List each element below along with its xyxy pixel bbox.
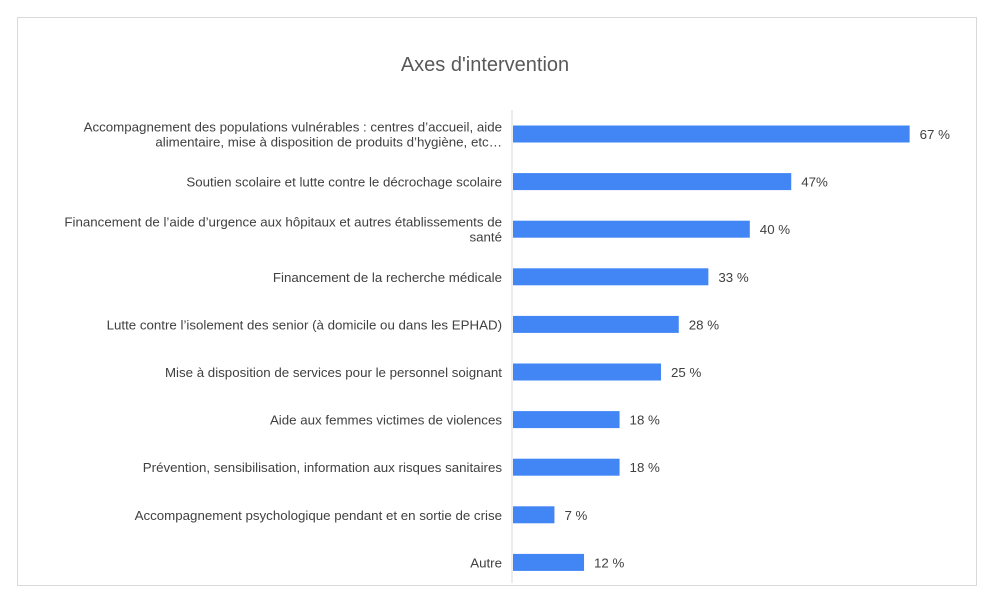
category-label-3-line-0: Financement de la recherche médicale [273, 270, 502, 285]
category-label-6-line-0: Aide aux femmes victimes de violences [270, 413, 502, 428]
category-label-4-line-0: Lutte contre l’isolement des senior (à d… [107, 317, 502, 332]
category-label-0-line-1: alimentaire, mise à disposition de produ… [155, 135, 502, 150]
chart-frame: Axes d'intervention 67 % Accompagnement d… [17, 17, 977, 586]
category-label-5-line-0: Mise à disposition de services pour le p… [165, 365, 502, 380]
bar-6 [513, 411, 620, 429]
bar-3 [513, 268, 709, 286]
category-label-9-line-0: Autre [470, 555, 502, 570]
category-label-2-line-1: santé [469, 230, 502, 245]
data-label-6: 18 % [630, 413, 660, 428]
chart-title: Axes d'intervention [401, 54, 569, 76]
data-label-4: 28 % [689, 317, 719, 332]
data-label-7: 18 % [630, 460, 660, 475]
data-label-3: 33 % [718, 270, 748, 285]
data-label-9: 12 % [594, 555, 624, 570]
category-label-1-line-0: Soutien scolaire et lutte contre le décr… [186, 175, 502, 190]
data-label-5: 25 % [671, 365, 701, 380]
category-label-8-line-0: Accompagnement psychologique pendant et … [135, 508, 502, 523]
category-label-8: Accompagnement psychologique pendant et … [135, 508, 502, 523]
category-label-9: Autre [470, 555, 502, 570]
category-label-5: Mise à disposition de services pour le p… [165, 365, 502, 380]
category-label-3: Financement de la recherche médicale [273, 270, 502, 285]
category-label-7-line-0: Prévention, sensibilisation, information… [143, 460, 503, 475]
bar-5 [513, 363, 661, 381]
category-label-1: Soutien scolaire et lutte contre le décr… [186, 175, 502, 190]
plot-area: 67 % Accompagnement des populations vulné… [64, 120, 950, 571]
bar-9 [513, 553, 585, 571]
bar-1 [513, 173, 792, 191]
bar-8 [513, 506, 555, 524]
bar-4 [513, 315, 679, 333]
category-label-2: Financement de l’aide d’urgence aux hôpi… [64, 215, 502, 245]
category-label-0-line-0: Accompagnement des populations vulnérabl… [84, 120, 502, 135]
bar-0 [513, 125, 910, 143]
data-label-2: 40 % [760, 222, 790, 237]
category-label-7: Prévention, sensibilisation, information… [143, 460, 503, 475]
data-label-1: 47% [801, 175, 828, 190]
bar-chart: Axes d'intervention 67 % Accompagnement d… [64, 54, 950, 583]
data-label-8: 7 % [564, 508, 587, 523]
category-label-4: Lutte contre l’isolement des senior (à d… [107, 317, 502, 332]
bar-7 [513, 458, 620, 476]
category-label-6: Aide aux femmes victimes de violences [270, 413, 502, 428]
data-label-0: 67 % [920, 127, 950, 142]
category-label-2-line-0: Financement de l’aide d’urgence aux hôpi… [64, 215, 502, 230]
bar-2 [513, 220, 750, 238]
category-label-0: Accompagnement des populations vulnérabl… [84, 120, 502, 150]
